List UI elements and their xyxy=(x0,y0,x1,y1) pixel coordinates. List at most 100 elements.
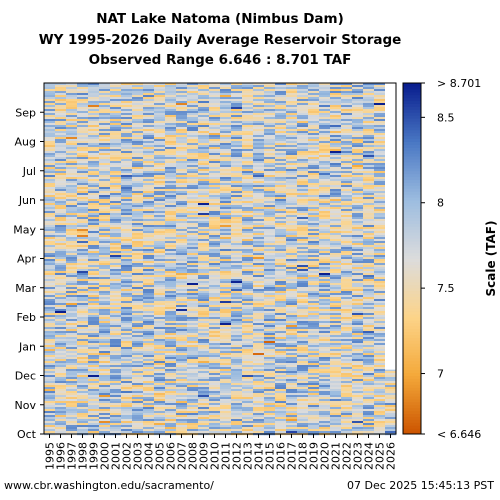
heatmap-cell xyxy=(352,109,364,112)
heatmap-cell xyxy=(121,171,133,174)
heatmap-cell xyxy=(77,167,89,170)
heatmap-cell xyxy=(88,375,100,378)
heatmap-cell xyxy=(66,357,78,360)
heatmap-cell xyxy=(330,349,342,352)
heatmap-cell xyxy=(297,275,309,278)
heatmap-cell xyxy=(198,87,210,90)
heatmap-cell xyxy=(308,293,320,296)
heatmap-cell xyxy=(308,381,320,384)
heatmap-cell xyxy=(242,131,254,134)
heatmap-cell xyxy=(66,389,78,392)
heatmap-cell xyxy=(275,245,287,248)
heatmap-cell xyxy=(231,319,243,322)
heatmap-cell xyxy=(341,279,353,282)
heatmap-cell xyxy=(253,411,265,414)
heatmap-cell xyxy=(275,405,287,408)
heatmap-cell xyxy=(319,113,331,116)
heatmap-cell xyxy=(99,339,111,342)
heatmap-cell xyxy=(66,337,78,340)
heatmap-cell xyxy=(187,341,199,344)
heatmap-cell xyxy=(264,189,276,192)
heatmap-cell xyxy=(253,243,265,246)
heatmap-cell xyxy=(121,403,133,406)
heatmap-cell xyxy=(264,93,276,96)
heatmap-cell xyxy=(297,121,309,124)
heatmap-cell xyxy=(341,153,353,156)
heatmap-cell xyxy=(264,219,276,222)
heatmap-cell xyxy=(66,159,78,162)
heatmap-cell xyxy=(242,251,254,254)
heatmap-cell xyxy=(66,105,78,108)
heatmap-cell xyxy=(77,407,89,410)
heatmap-cell xyxy=(187,117,199,120)
heatmap-cell xyxy=(55,165,67,168)
heatmap-cell xyxy=(253,237,265,240)
heatmap-cell xyxy=(176,251,188,254)
heatmap-cell xyxy=(220,391,232,394)
heatmap-cell xyxy=(55,339,67,342)
heatmap-cell xyxy=(176,295,188,298)
heatmap-cell xyxy=(176,95,188,98)
heatmap-cells xyxy=(44,83,397,436)
heatmap-cell xyxy=(253,417,265,420)
heatmap-cell xyxy=(44,407,56,410)
heatmap-cell xyxy=(330,381,342,384)
heatmap-cell xyxy=(286,345,298,348)
heatmap-cell xyxy=(209,293,221,296)
heatmap-cell xyxy=(253,149,265,152)
heatmap-cell xyxy=(99,187,111,190)
heatmap-cell xyxy=(264,151,276,154)
heatmap-cell xyxy=(275,363,287,366)
heatmap-cell xyxy=(319,181,331,184)
heatmap-cell xyxy=(253,405,265,408)
heatmap-cell xyxy=(154,185,166,188)
heatmap-cell xyxy=(231,259,243,262)
heatmap-cell xyxy=(143,357,155,360)
heatmap-cell xyxy=(187,335,199,338)
heatmap-cell xyxy=(220,397,232,400)
heatmap-cell xyxy=(275,261,287,264)
heatmap-cell xyxy=(66,175,78,178)
heatmap-cell xyxy=(297,169,309,172)
heatmap-cell xyxy=(264,149,276,152)
heatmap-cell xyxy=(330,395,342,398)
heatmap-cell xyxy=(143,233,155,236)
heatmap-cell xyxy=(341,85,353,88)
heatmap-cell xyxy=(275,157,287,160)
heatmap-cell xyxy=(132,145,144,148)
heatmap-cell xyxy=(88,373,100,376)
heatmap-cell xyxy=(253,187,265,190)
heatmap-cell xyxy=(88,363,100,366)
heatmap-cell xyxy=(341,335,353,338)
heatmap-cell xyxy=(275,265,287,268)
heatmap-cell xyxy=(99,133,111,136)
heatmap-cell xyxy=(99,399,111,402)
heatmap-cell xyxy=(286,227,298,230)
heatmap-cell xyxy=(198,341,210,344)
heatmap-cell xyxy=(143,425,155,428)
heatmap-cell xyxy=(176,183,188,186)
heatmap-cell xyxy=(209,319,221,322)
heatmap-cell xyxy=(187,159,199,162)
heatmap-cell xyxy=(154,317,166,320)
heatmap-cell xyxy=(220,423,232,426)
heatmap-cell xyxy=(44,101,56,104)
heatmap-cell xyxy=(44,93,56,96)
heatmap-cell xyxy=(110,365,122,368)
heatmap-cell xyxy=(99,87,111,90)
heatmap-cell xyxy=(66,213,78,216)
heatmap-cell xyxy=(187,431,199,434)
heatmap-cell xyxy=(297,261,309,264)
heatmap-cell xyxy=(275,303,287,306)
heatmap-cell xyxy=(77,83,89,86)
heatmap-cell xyxy=(308,243,320,246)
heatmap-cell xyxy=(275,417,287,420)
heatmap-cell xyxy=(66,127,78,130)
heatmap-cell xyxy=(121,319,133,322)
heatmap-cell xyxy=(198,315,210,318)
heatmap-cell xyxy=(55,119,67,122)
heatmap-cell xyxy=(308,101,320,104)
heatmap-cell xyxy=(110,329,122,332)
heatmap-cell xyxy=(220,237,232,240)
heatmap-cell xyxy=(66,325,78,328)
